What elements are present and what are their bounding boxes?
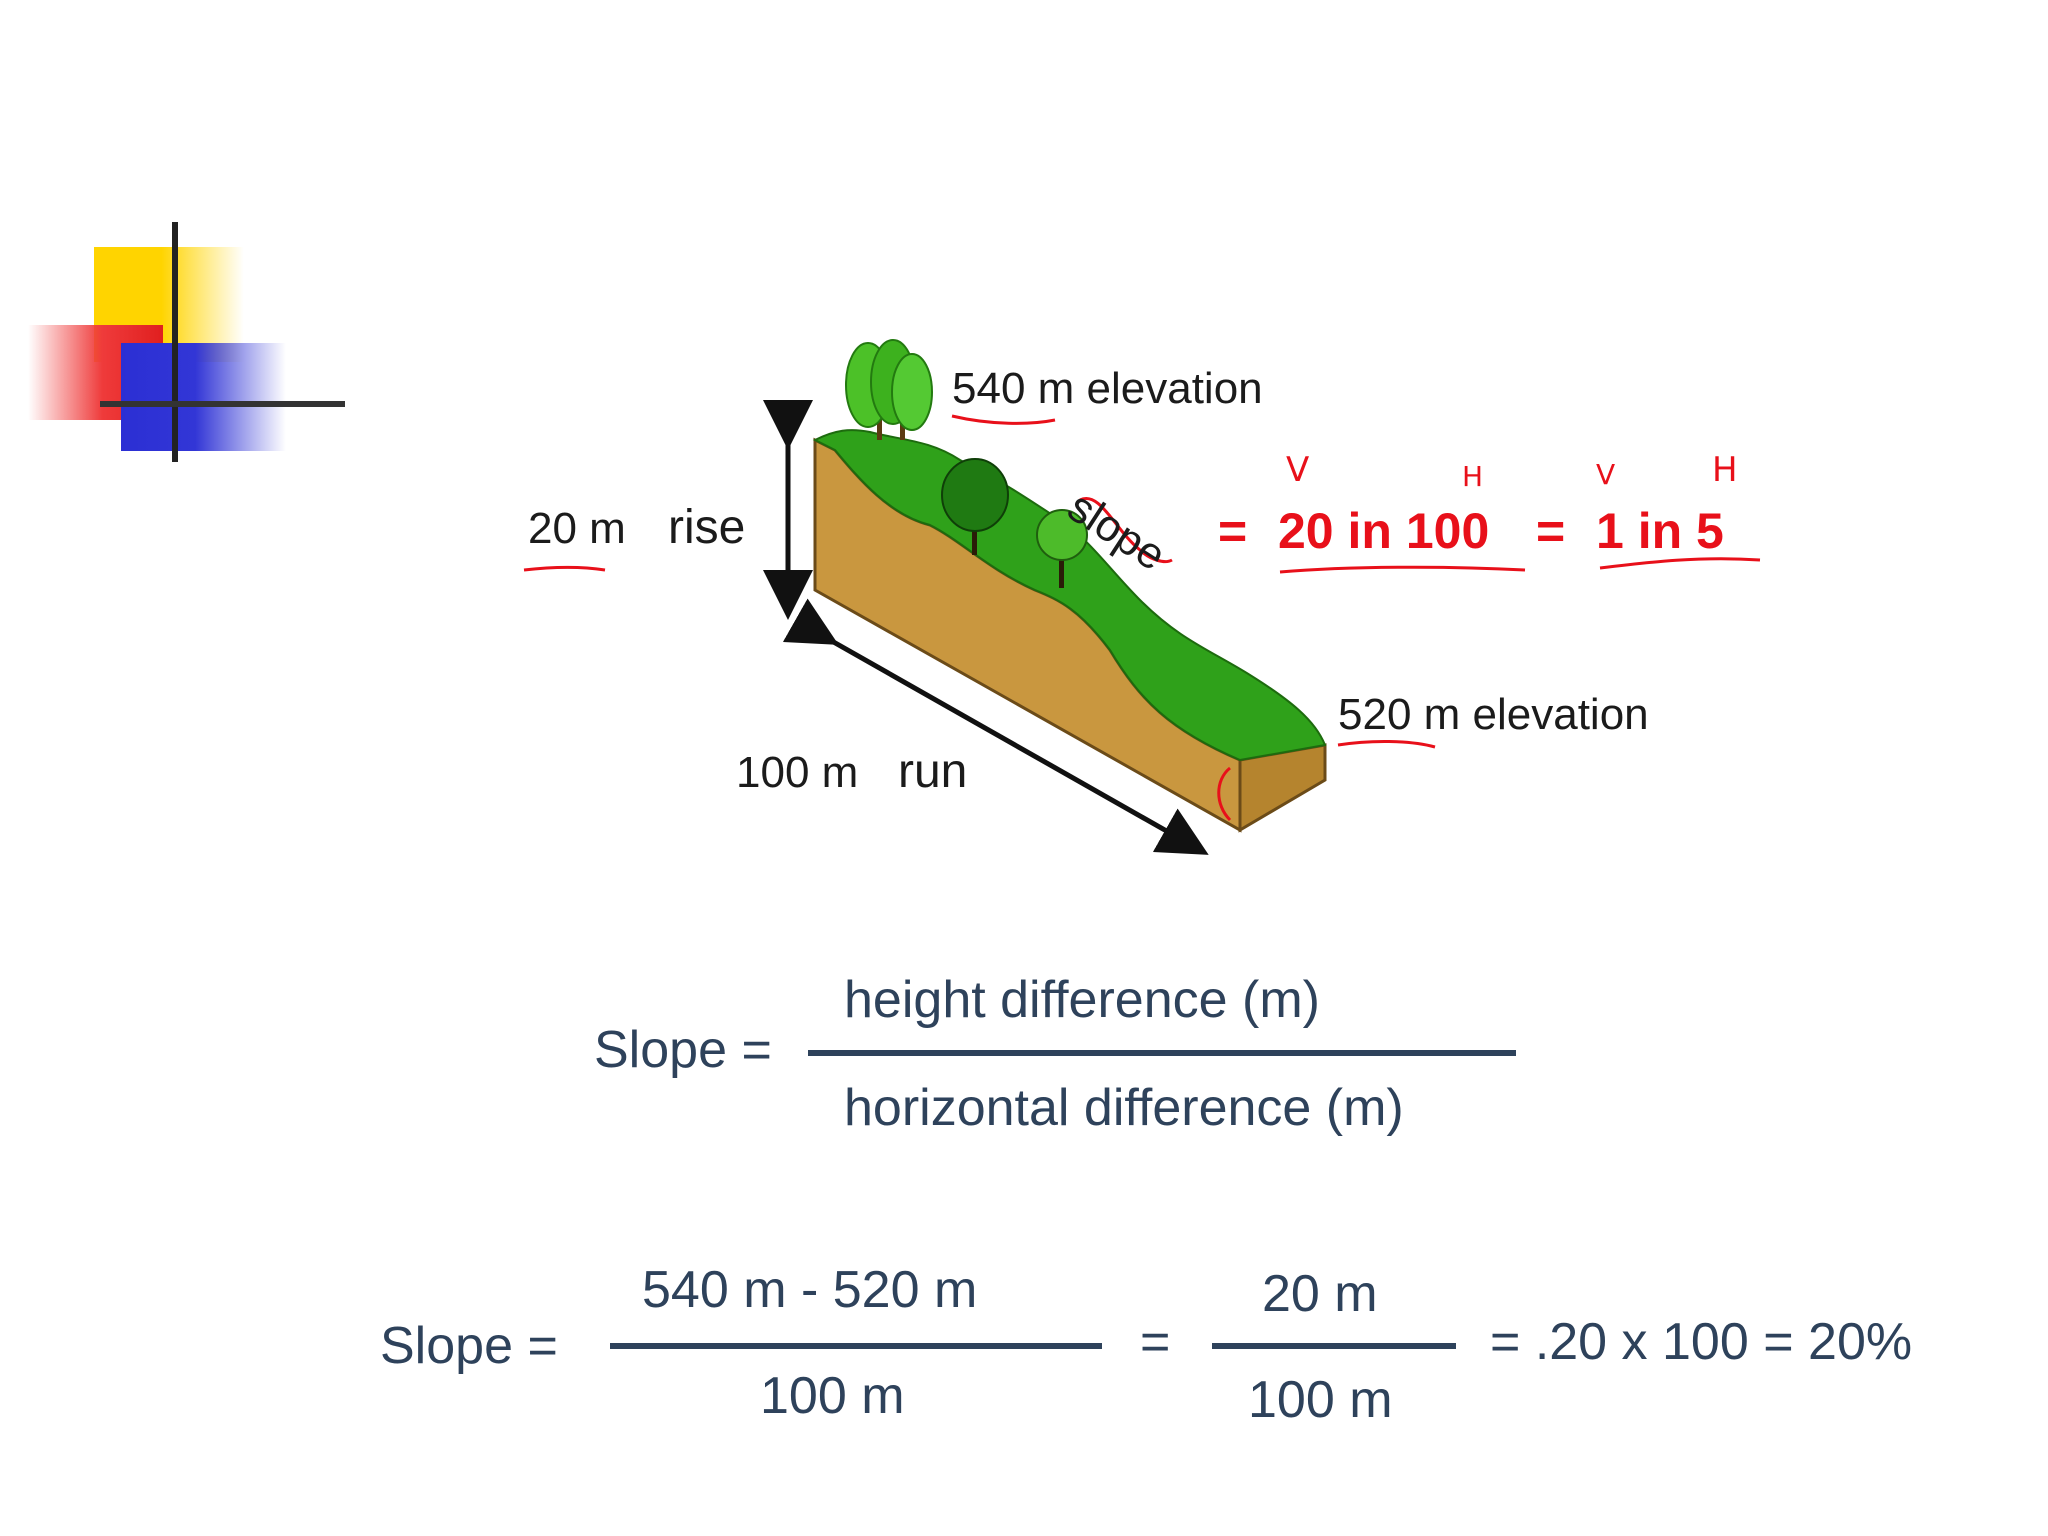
logo-vertical-line xyxy=(172,222,178,462)
formula-2-lhs: Slope = xyxy=(380,1317,558,1375)
mark-h-1: H xyxy=(1462,460,1484,493)
run-arrow xyxy=(782,598,1209,855)
label-bottom-elevation: 520 m elevation xyxy=(1338,690,1649,739)
formula-1-lhs: Slope = xyxy=(594,1021,772,1079)
formula-2-fraction-bar-1 xyxy=(610,1343,1102,1349)
mark-h-2: H xyxy=(1712,450,1738,490)
underline-520 xyxy=(1337,740,1436,749)
tree-cluster-top xyxy=(845,339,933,440)
label-rise-value: 20 m xyxy=(528,504,626,553)
logo-horizontal-line xyxy=(100,401,345,407)
underline-20m xyxy=(523,565,606,572)
underline-ratio-2 xyxy=(1599,557,1761,570)
tree-middle xyxy=(941,458,1009,555)
annotation-ratio-1: 20 in 100 xyxy=(1278,503,1490,559)
tree-lower xyxy=(1036,509,1088,588)
formula-2-fraction-bar-2 xyxy=(1212,1343,1456,1349)
mark-v-2: V xyxy=(1596,458,1616,491)
label-run-value: 100 m xyxy=(736,748,859,797)
formula-1-fraction-bar xyxy=(808,1050,1516,1056)
formula-2-equals: = xyxy=(1140,1313,1171,1371)
underline-slope xyxy=(1079,496,1173,564)
bracket-mark xyxy=(1217,766,1232,822)
annotation-ratio-2: 1 in 5 xyxy=(1596,503,1724,559)
annotation-equals-2: = xyxy=(1536,503,1566,559)
mark-v-1: V xyxy=(1286,450,1310,490)
formula-2-numerator-1: 540 m - 520 m xyxy=(642,1261,978,1319)
logo-blue-square xyxy=(121,343,286,451)
label-run-word: run xyxy=(898,745,968,798)
formula-2-numerator-2: 20 m xyxy=(1262,1265,1378,1323)
label-top-elevation: 540 m elevation xyxy=(952,364,1263,413)
formula-2-denominator-1: 100 m xyxy=(760,1367,905,1425)
annotation-equals-1: = xyxy=(1218,503,1248,559)
underline-ratio-1 xyxy=(1279,565,1526,574)
underline-540 xyxy=(951,414,1056,425)
formula-2-result: = .20 x 100 = 20% xyxy=(1490,1313,1913,1371)
label-rise-word: rise xyxy=(668,501,746,554)
formula-1-denominator: horizontal difference (m) xyxy=(844,1079,1404,1137)
formula-1-numerator: height difference (m) xyxy=(844,971,1320,1029)
formula-2-denominator-2: 100 m xyxy=(1248,1371,1393,1429)
